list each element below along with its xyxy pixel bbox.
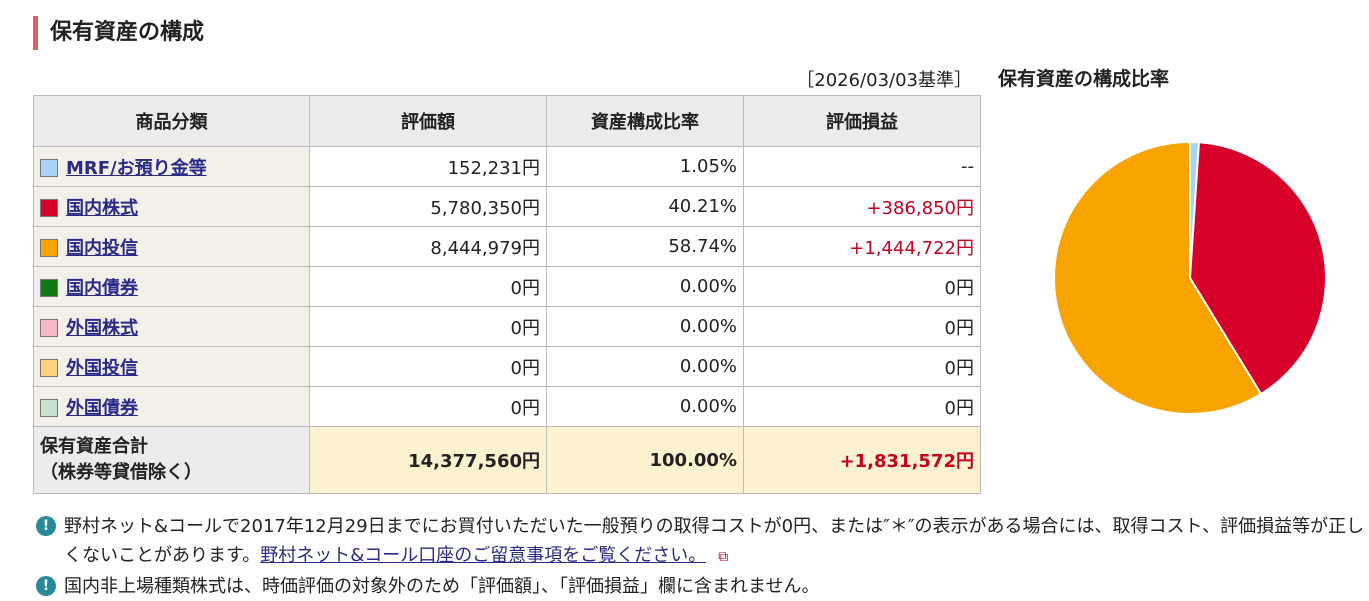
value-cell: 0円 (309, 306, 547, 347)
section-title: 保有資産の構成 (33, 16, 204, 50)
category-cell: 外国投信 (33, 346, 310, 387)
legend-swatch (40, 238, 58, 257)
legend-swatch (40, 158, 58, 177)
info-icon: ! (36, 516, 56, 536)
value-cell: 0円 (743, 306, 981, 347)
table-row: 外国投信 0円 0.00% 0円 (33, 346, 981, 387)
category-link[interactable]: 国内債券 (66, 277, 138, 299)
value-cell: +386,850円 (743, 186, 981, 227)
value-cell: 5,780,350円 (309, 186, 547, 227)
pie-chart (1053, 140, 1327, 415)
notes: ! 野村ネット&コールで2017年12月29日までにお買付いただいた一般預りの取得… (36, 512, 1366, 601)
value-cell: 0円 (309, 386, 547, 427)
value-cell: 0円 (309, 266, 547, 307)
chart-title: 保有資産の構成比率 (998, 68, 1170, 90)
total-cell: 100.00% (546, 426, 744, 494)
value-cell: 40.21% (546, 186, 744, 227)
total-cell: 14,377,560円 (309, 426, 547, 494)
category-link[interactable]: 国内株式 (66, 197, 138, 219)
category-cell: MRF/お預り金等 (33, 146, 310, 187)
category-cell: 外国株式 (33, 306, 310, 347)
value-cell: 0円 (743, 346, 981, 387)
category-link[interactable]: 国内投信 (66, 237, 138, 259)
total-label-line: （株券等貸借除く） (40, 462, 202, 483)
legend-swatch (40, 318, 58, 337)
note-link[interactable]: 野村ネット&コール口座のご留意事項をご覧ください。 (260, 545, 707, 566)
legend-swatch (40, 358, 58, 377)
external-icon: ⧉ (718, 549, 729, 565)
holdings-table: 商品分類 評価額 資産構成比率 評価損益 MRF/お預り金等 152,231円 1.05%… (33, 95, 981, 494)
column-header: 評価損益 (743, 95, 981, 147)
legend-swatch (40, 198, 58, 217)
column-header: 商品分類 (33, 95, 310, 147)
table-row: 国内株式 5,780,350円 40.21% +386,850円 (33, 186, 981, 227)
value-cell: 0.00% (546, 346, 744, 387)
value-cell: 152,231円 (309, 146, 547, 187)
table-row: 国内投信 8,444,979円 58.74% +1,444,722円 (33, 226, 981, 267)
table-row: 外国株式 0円 0.00% 0円 (33, 306, 981, 347)
total-label: 保有資産合計 （株券等貸借除く） (33, 426, 310, 494)
value-cell: 0.00% (546, 266, 744, 307)
category-cell: 外国債券 (33, 386, 310, 427)
note-text: 国内非上場種類株式は、時価評価の対象外のため「評価額」、「評価損益」欄に含まれま… (64, 576, 820, 597)
as-of-date: ［2026/03/03基準］ (796, 70, 972, 91)
value-cell: 1.05% (546, 146, 744, 187)
total-row: 保有資産合計 （株券等貸借除く） 14,377,560円 100.00% +1,831,… (33, 426, 981, 494)
value-cell: 0.00% (546, 306, 744, 347)
category-link[interactable]: 外国投信 (66, 357, 138, 379)
table-row: 外国債券 0円 0.00% 0円 (33, 386, 981, 427)
category-link[interactable]: 外国債券 (66, 397, 138, 419)
total-label-line: 保有資産合計 (40, 436, 148, 457)
category-link[interactable]: MRF/お預り金等 (66, 157, 207, 179)
value-cell: 0円 (309, 346, 547, 387)
note-text: 野村ネット&コールで2017年12月29日までにお買付いただいた一般預りの取得コ… (64, 516, 1365, 566)
pie-slice (1188, 141, 1327, 396)
note: ! 野村ネット&コールで2017年12月29日までにお買付いただいた一般預りの取得… (36, 512, 1366, 572)
value-cell: 0円 (743, 386, 981, 427)
category-cell: 国内債券 (33, 266, 310, 307)
column-header: 資産構成比率 (546, 95, 744, 147)
value-cell: 0円 (743, 266, 981, 307)
category-cell: 国内株式 (33, 186, 310, 227)
value-cell: 8,444,979円 (309, 226, 547, 267)
table-row: MRF/お預り金等 152,231円 1.05% -- (33, 146, 981, 187)
column-header: 評価額 (309, 95, 547, 147)
value-cell: 58.74% (546, 226, 744, 267)
value-cell: +1,444,722円 (743, 226, 981, 267)
value-cell: -- (743, 146, 981, 187)
legend-swatch (40, 278, 58, 297)
info-icon: ! (36, 576, 56, 596)
total-cell: +1,831,572円 (743, 426, 981, 494)
note: ! 国内非上場種類株式は、時価評価の対象外のため「評価額」、「評価損益」欄に含まれ… (36, 572, 1366, 601)
pie-slice (1053, 140, 1263, 415)
category-link[interactable]: 外国株式 (66, 317, 138, 339)
value-cell: 0.00% (546, 386, 744, 427)
category-cell: 国内投信 (33, 226, 310, 267)
legend-swatch (40, 398, 58, 417)
table-row: 国内債券 0円 0.00% 0円 (33, 266, 981, 307)
header-row: 商品分類 評価額 資産構成比率 評価損益 (33, 95, 981, 147)
